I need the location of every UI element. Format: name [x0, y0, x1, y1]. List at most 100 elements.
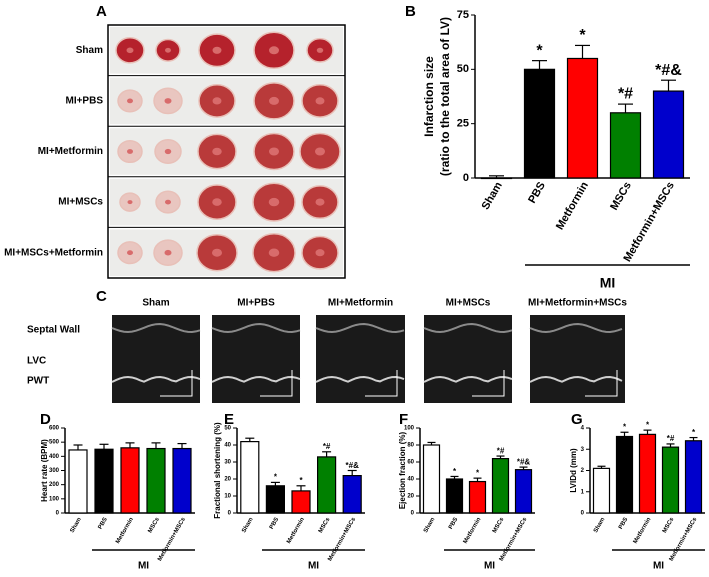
row-label: MI+MSCs [58, 197, 103, 208]
x-tick-label: Metformin [633, 517, 653, 545]
significance-label: *#& [346, 461, 360, 470]
heart-lumen [127, 200, 133, 205]
bar [609, 112, 642, 179]
heart-lumen [212, 147, 222, 156]
x-tick-label: PBS [526, 180, 548, 206]
bar [68, 449, 88, 514]
y-axis-label: LVIDd (mm) [569, 448, 578, 493]
bar [615, 435, 634, 514]
heart-lumen [269, 46, 279, 55]
x-tick-label: PBS [618, 517, 629, 531]
heart-lumen [269, 96, 279, 105]
significance-label: *# [618, 86, 633, 103]
heart-lumen [315, 198, 325, 206]
y-axis-label: Infarction size [422, 56, 436, 137]
bar [491, 458, 510, 514]
panel-letter: D [40, 411, 51, 428]
heart-lumen [165, 47, 171, 53]
y-tick-label: 500 [49, 440, 60, 446]
x-tick-label: Sham [480, 180, 505, 212]
x-tick-label: Sham [241, 517, 254, 534]
echo-trace [315, 323, 405, 334]
y-tick-label: 75 [457, 9, 469, 21]
row-label: PWT [27, 376, 49, 387]
scale-bar [585, 370, 618, 397]
heart-lumen [165, 199, 171, 205]
heart-lumen [212, 97, 222, 105]
heart-lumen [315, 147, 325, 156]
echo-image [212, 315, 300, 403]
echo-image [424, 315, 512, 403]
echo-trace [211, 375, 301, 383]
significance-label: *# [497, 446, 505, 455]
row-label: LVC [27, 356, 46, 367]
x-tick-label: Sham [593, 517, 606, 534]
bar [291, 490, 311, 514]
significance-label: * [299, 476, 303, 485]
echo-trace [423, 375, 513, 383]
panel-letter: C [96, 288, 107, 305]
column-label: Sham [142, 298, 169, 309]
panel-letter: A [96, 3, 107, 20]
y-tick-label: 50 [224, 426, 231, 432]
scale-bar [160, 370, 193, 397]
bar [523, 68, 556, 179]
significance-label: * [453, 467, 457, 476]
y-axis-label: Ejection fraction (%) [398, 431, 407, 509]
scale-bar [260, 370, 293, 397]
x-tick-label: Sham [70, 517, 83, 534]
y-tick-label: 25 [457, 118, 469, 130]
heart-lumen [316, 47, 324, 53]
y-tick-label: 100 [49, 496, 60, 502]
heart-lumen [127, 98, 133, 104]
heart-lumen [269, 147, 279, 156]
y-tick-label: 0 [581, 511, 585, 517]
y-tick-label: 50 [457, 63, 469, 75]
heart-lumen [127, 149, 133, 154]
y-tick-label: 4 [581, 426, 585, 432]
significance-label: * [692, 428, 696, 437]
y-tick-label: 0 [463, 172, 469, 184]
heart-lumen [315, 249, 325, 257]
group-label: MI [484, 561, 495, 572]
echo-image [530, 315, 625, 403]
heart-lumen [127, 250, 133, 256]
bar [684, 440, 703, 514]
group-label: MI [653, 561, 664, 572]
echo-image [112, 315, 200, 403]
y-tick-label: 3 [581, 447, 585, 453]
echo-image [316, 315, 405, 403]
scale-bar [472, 370, 505, 397]
bar [468, 480, 487, 514]
heart-lumen [212, 248, 222, 257]
y-tick-label: 40 [224, 443, 231, 449]
echo-trace [111, 375, 201, 383]
bar [445, 478, 464, 514]
y-tick-label: 200 [49, 482, 60, 488]
scale-bar [365, 370, 398, 397]
column-label: MI+Metformin+MSCs [528, 298, 627, 309]
bar [172, 447, 192, 514]
y-tick-label: 400 [49, 454, 60, 460]
y-tick-label: 20 [407, 494, 414, 500]
y-tick-label: 1 [581, 489, 585, 495]
row-label: MI+Metformin [38, 146, 103, 157]
echo-trace [315, 375, 405, 383]
panel-letter: B [405, 3, 416, 20]
bar [265, 485, 285, 514]
bar [592, 467, 611, 514]
y-tick-label: 60 [407, 460, 414, 466]
y-tick-label: 30 [224, 460, 231, 466]
x-tick-label: MSCs [147, 516, 161, 534]
bar [480, 177, 513, 180]
heart-lumen [164, 148, 172, 155]
significance-label: * [579, 27, 586, 44]
row-label: MI+PBS [65, 96, 103, 107]
group-label: MI [308, 561, 319, 572]
x-tick-label: Metformin+MSCs [157, 516, 187, 562]
bar [120, 447, 140, 514]
y-tick-label: 0 [56, 511, 60, 517]
y-tick-label: 0 [228, 511, 232, 517]
y-tick-label: 600 [49, 426, 60, 432]
